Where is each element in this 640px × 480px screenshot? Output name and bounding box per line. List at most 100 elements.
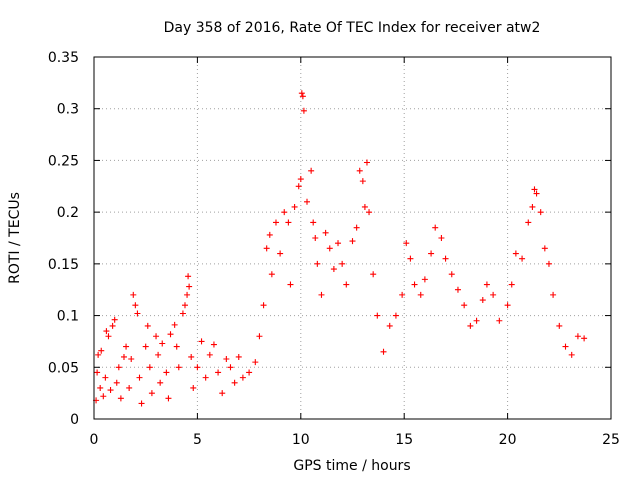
data-point <box>525 219 532 226</box>
data-point <box>359 178 366 185</box>
data-point <box>356 167 363 174</box>
data-point <box>105 333 112 340</box>
data-point <box>102 374 109 381</box>
data-point <box>349 238 356 245</box>
data-point <box>146 364 153 371</box>
x-tick-label: 10 <box>292 432 310 448</box>
data-point <box>184 291 191 298</box>
data-point <box>144 322 151 329</box>
data-point <box>235 353 242 360</box>
data-point <box>285 219 292 226</box>
y-tick-label: 0.05 <box>48 360 79 376</box>
data-point <box>123 343 130 350</box>
data-point <box>298 90 305 97</box>
x-tick-label: 20 <box>499 432 517 448</box>
data-point <box>94 369 101 376</box>
data-point <box>260 302 267 309</box>
data-point <box>138 400 145 407</box>
data-point <box>223 356 230 363</box>
data-point <box>326 245 333 252</box>
data-point <box>448 271 455 278</box>
data-point <box>142 343 149 350</box>
data-point <box>297 176 304 183</box>
x-tick-label: 15 <box>395 432 413 448</box>
data-point <box>190 384 197 391</box>
data-point <box>562 343 569 350</box>
data-point <box>490 291 497 298</box>
data-point <box>128 356 135 363</box>
data-point <box>266 231 273 238</box>
data-point <box>115 364 122 371</box>
data-point <box>239 374 246 381</box>
data-point <box>171 321 178 328</box>
data-point <box>227 364 234 371</box>
data-point <box>291 203 298 210</box>
data-point <box>194 364 201 371</box>
data-point <box>581 335 588 342</box>
plot-frame <box>93 56 612 420</box>
y-tick-label: 0.3 <box>57 102 79 118</box>
data-point <box>363 159 370 166</box>
chart-title: Day 358 of 2016, Rate Of TEC Index for r… <box>164 20 541 36</box>
data-point <box>417 291 424 298</box>
data-point <box>246 369 253 376</box>
x-tick-label: 5 <box>193 432 202 448</box>
data-point <box>117 395 124 402</box>
data-point <box>432 224 439 231</box>
data-point <box>98 347 105 354</box>
data-point <box>407 255 414 262</box>
data-point <box>496 317 503 324</box>
data-point <box>411 281 418 288</box>
data-point <box>163 369 170 376</box>
data-point <box>545 260 552 267</box>
data-point <box>155 351 162 358</box>
data-points <box>93 90 588 407</box>
data-point <box>263 245 270 252</box>
data-point <box>314 260 321 267</box>
data-point <box>568 351 575 358</box>
y-tick-labels: 0 0.05 0.1 0.15 0.2 0.25 0.3 0.35 <box>48 50 79 428</box>
data-point <box>268 271 275 278</box>
data-point <box>299 93 306 100</box>
data-point <box>134 310 141 317</box>
data-point <box>126 384 133 391</box>
y-tick-label: 0.25 <box>48 153 79 169</box>
data-point <box>335 240 342 247</box>
data-point <box>533 190 540 197</box>
data-point <box>103 328 110 335</box>
data-point <box>353 224 360 231</box>
data-point <box>252 359 259 366</box>
data-point <box>159 340 166 347</box>
data-point <box>198 338 205 345</box>
data-point <box>386 322 393 329</box>
data-point <box>310 219 317 226</box>
y-axis-label: ROTI / TECUs <box>7 192 23 284</box>
grid-lines <box>94 57 611 419</box>
y-tick-label: 0.2 <box>57 205 79 221</box>
data-point <box>512 250 519 257</box>
x-tick-label: 0 <box>90 432 99 448</box>
data-point <box>173 343 180 350</box>
data-point <box>531 186 538 193</box>
data-point <box>473 317 480 324</box>
data-point <box>330 266 337 273</box>
data-point <box>277 250 284 257</box>
data-point <box>186 283 193 290</box>
data-point <box>343 281 350 288</box>
data-point <box>179 310 186 317</box>
data-point <box>219 390 226 397</box>
data-point <box>100 393 107 400</box>
data-point <box>300 107 307 114</box>
data-point <box>322 229 329 236</box>
data-point <box>215 369 222 376</box>
y-tick-label: 0.35 <box>48 50 79 66</box>
data-point <box>188 353 195 360</box>
data-point <box>428 250 435 257</box>
data-point <box>392 312 399 319</box>
data-point <box>175 364 182 371</box>
data-point <box>132 302 139 309</box>
data-point <box>318 291 325 298</box>
data-point <box>202 374 209 381</box>
data-point <box>421 276 428 283</box>
